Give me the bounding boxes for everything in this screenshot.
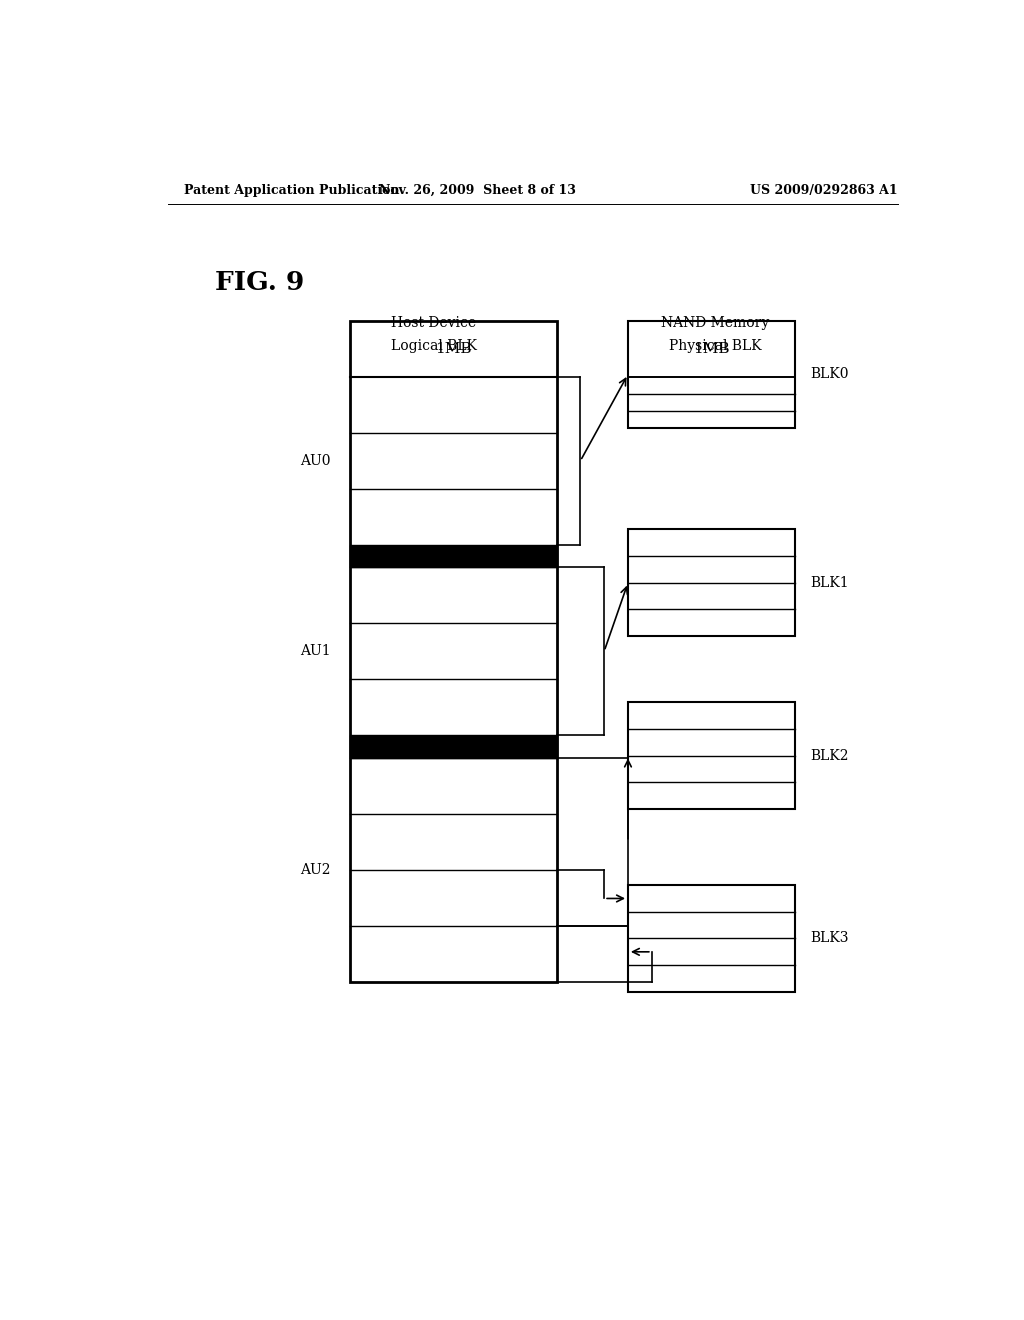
Bar [350,545,557,568]
Text: Patent Application Publication: Patent Application Publication [183,183,399,197]
Bar [350,735,557,758]
Text: BLK3: BLK3 [811,932,849,945]
Text: US 2009/0292863 A1: US 2009/0292863 A1 [751,183,898,197]
Text: AU2: AU2 [300,863,331,876]
Text: 1MB: 1MB [435,342,472,356]
Text: FIG. 9: FIG. 9 [215,271,304,296]
Text: BLK1: BLK1 [811,576,849,590]
Text: 1MB: 1MB [693,342,729,356]
Text: BLK2: BLK2 [811,748,849,763]
Text: Host Device: Host Device [391,315,476,330]
Text: BLK0: BLK0 [811,367,849,381]
Text: AU1: AU1 [300,644,331,659]
Text: Logical BLK: Logical BLK [390,339,476,354]
Text: AU0: AU0 [300,454,331,467]
Text: NAND Memory: NAND Memory [662,315,769,330]
Text: Physical BLK: Physical BLK [669,339,762,354]
Text: Nov. 26, 2009  Sheet 8 of 13: Nov. 26, 2009 Sheet 8 of 13 [379,183,575,197]
